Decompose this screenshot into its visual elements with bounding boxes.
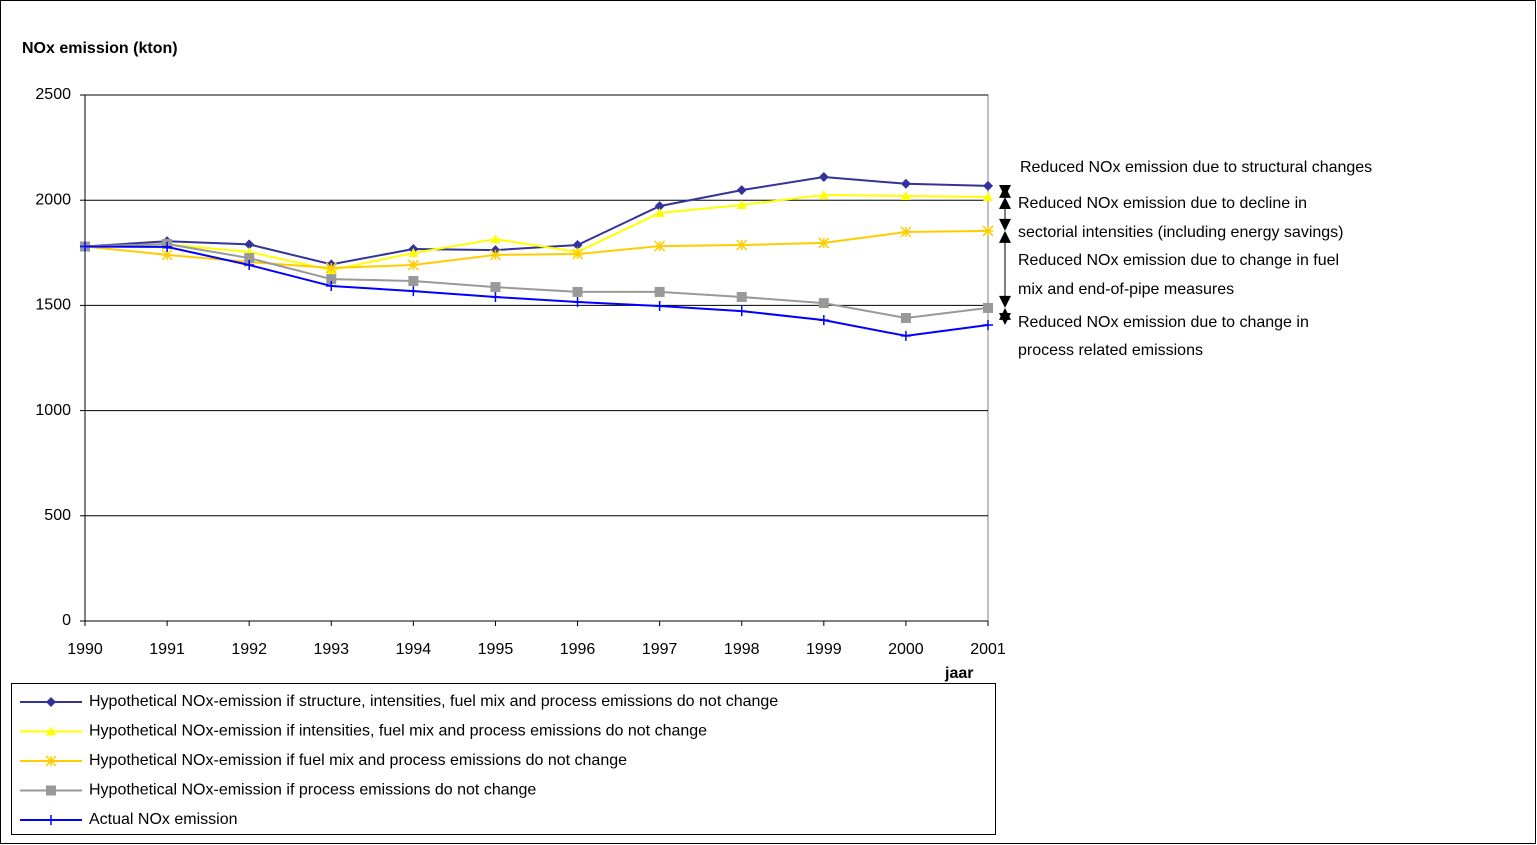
marker — [80, 241, 90, 252]
marker — [654, 201, 665, 212]
marker — [572, 240, 583, 251]
marker — [818, 315, 829, 326]
marker — [818, 298, 829, 309]
y-tick-label: 2500 — [35, 86, 71, 103]
marker — [654, 240, 666, 252]
marker — [736, 306, 747, 317]
marker — [900, 313, 911, 324]
arrow-head — [999, 295, 1011, 308]
series-line — [84, 193, 989, 272]
marker — [490, 282, 501, 293]
annotation: Reduced NOx emission due to structural c… — [1020, 159, 1372, 176]
annotation: process related emissions — [1018, 342, 1203, 359]
x-tick-label: 1996 — [560, 641, 596, 658]
y-tick-label: 0 — [62, 612, 71, 629]
legend-label: Actual NOx emission — [89, 811, 238, 828]
arrow-head — [999, 218, 1011, 231]
marker — [326, 281, 337, 292]
marker — [654, 208, 665, 218]
x-tick-label: 1994 — [396, 641, 432, 658]
marker — [818, 237, 830, 249]
marker — [654, 301, 665, 312]
marker — [900, 330, 911, 341]
marker — [46, 815, 56, 825]
annotation: mix and end-of-pipe measures — [1018, 281, 1234, 298]
arrow-head — [999, 312, 1011, 325]
marker — [325, 262, 337, 274]
marker — [45, 755, 57, 767]
marker — [572, 297, 583, 308]
marker — [983, 180, 993, 191]
x-tick-label: 1998 — [724, 641, 760, 658]
x-tick-label: 1995 — [478, 641, 514, 658]
marker — [818, 172, 829, 183]
series-line — [84, 242, 989, 320]
x-tick-label: 1997 — [642, 641, 678, 658]
legend-label: Hypothetical NOx-emission if intensities… — [89, 723, 707, 740]
marker — [46, 697, 56, 707]
series-line — [84, 176, 989, 266]
chart-title: NOx emission (kton) — [22, 40, 178, 57]
marker — [900, 178, 911, 189]
x-tick-label: 2000 — [888, 641, 924, 658]
annotation: Reduced NOx emission due to change in — [1018, 314, 1309, 331]
marker — [983, 302, 993, 313]
annotation: sectorial intensities (including energy … — [1018, 224, 1344, 241]
marker — [489, 249, 501, 261]
arrow-head — [999, 230, 1011, 243]
marker — [572, 248, 584, 260]
marker — [490, 291, 501, 302]
marker — [408, 248, 419, 258]
marker — [162, 241, 173, 252]
marker — [736, 291, 747, 302]
legend-label: Hypothetical NOx-emission if process emi… — [89, 782, 536, 799]
marker — [408, 275, 419, 286]
y-tick-label: 500 — [44, 507, 71, 524]
legend-label: Hypothetical NOx-emission if fuel mix an… — [89, 752, 627, 769]
marker — [244, 239, 255, 250]
x-tick-label: 1991 — [149, 641, 185, 658]
marker — [46, 726, 56, 736]
x-axis-label: jaar — [944, 665, 973, 682]
marker — [983, 319, 993, 330]
marker — [736, 200, 747, 210]
marker — [407, 259, 419, 271]
y-tick-label: 1500 — [35, 297, 71, 314]
y-tick-label: 1000 — [35, 402, 71, 419]
marker — [982, 225, 994, 237]
marker — [900, 226, 912, 238]
x-tick-label: 1990 — [67, 641, 103, 658]
x-tick-label: 1999 — [806, 641, 842, 658]
marker — [408, 286, 419, 297]
marker — [818, 189, 829, 199]
marker — [161, 249, 173, 261]
x-tick-label: 1993 — [313, 641, 349, 658]
marker — [983, 192, 993, 202]
annotation: Reduced NOx emission due to change in fu… — [1018, 252, 1339, 269]
y-tick-label: 2000 — [35, 191, 71, 208]
x-tick-label: 1992 — [231, 641, 267, 658]
x-tick-label: 2001 — [970, 641, 1006, 658]
marker — [244, 253, 255, 264]
marker — [900, 190, 911, 200]
marker — [244, 260, 255, 271]
arrow-head — [999, 197, 1011, 210]
marker — [572, 286, 583, 297]
series-line — [84, 245, 989, 337]
marker — [326, 274, 337, 285]
marker — [654, 286, 665, 297]
legend-box — [11, 683, 996, 835]
series-line — [84, 229, 989, 269]
marker — [490, 234, 501, 244]
marker — [46, 785, 56, 796]
arrow-head — [999, 185, 1011, 198]
annotation: Reduced NOx emission due to decline in — [1018, 195, 1307, 212]
plot-area — [84, 94, 989, 622]
marker — [736, 185, 747, 196]
legend-label: Hypothetical NOx-emission if structure, … — [89, 693, 778, 710]
marker — [736, 239, 748, 251]
